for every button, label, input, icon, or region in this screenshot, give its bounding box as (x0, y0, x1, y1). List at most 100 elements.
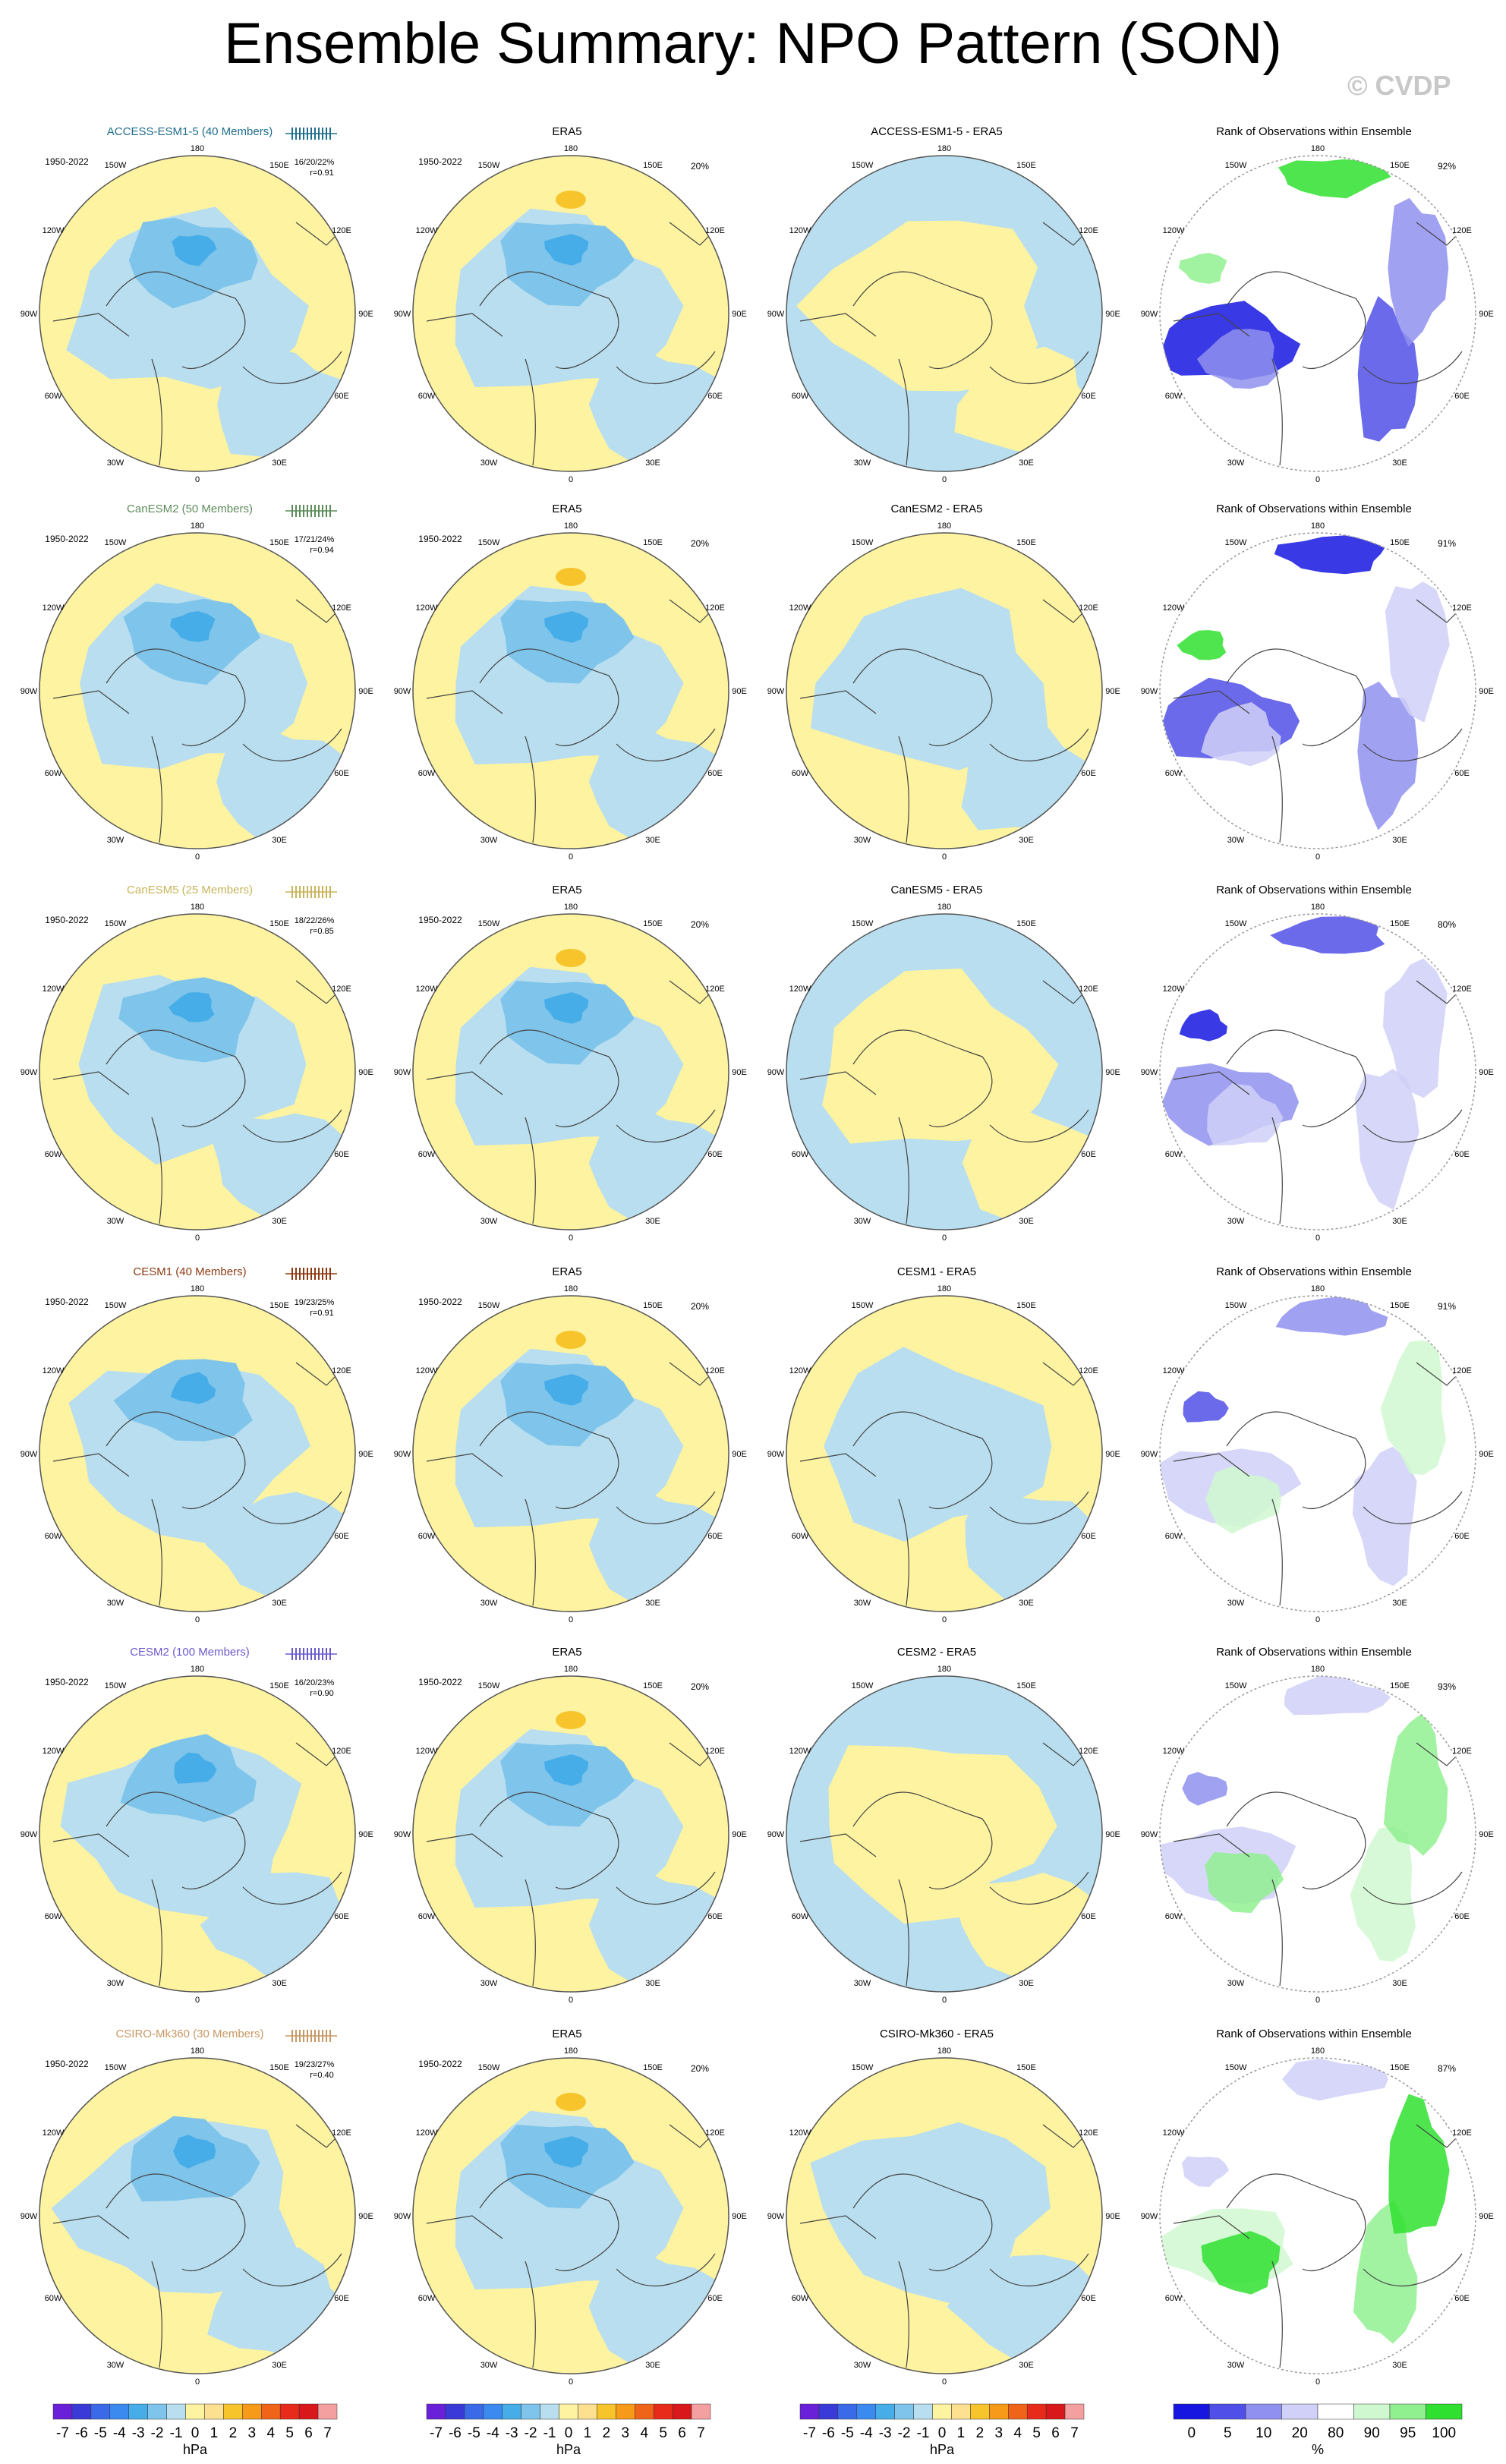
lon-label: 90E (1479, 1830, 1494, 1839)
anomaly-peak (544, 2136, 589, 2168)
obs-title: ERA5 (552, 503, 581, 515)
lon-label: 180 (191, 1284, 204, 1293)
period-label: 1950-2022 (418, 534, 462, 544)
lon-label: 90E (732, 1068, 747, 1077)
colorbar-tick-label: 5 (1032, 2425, 1041, 2441)
lon-label: 180 (191, 903, 204, 912)
lon-label: 30E (272, 1217, 287, 1226)
lon-label: 90W (1141, 687, 1158, 696)
lon-label: 90E (732, 1450, 747, 1459)
colorbar-swatch (204, 2403, 224, 2420)
lon-label: 60E (1454, 769, 1470, 778)
lon-label: 0 (942, 1615, 947, 1624)
map-boundary (1159, 2057, 1476, 2374)
colorbar-tick-label: 0 (565, 2425, 573, 2441)
map-field (1160, 1296, 1476, 1612)
coastline (799, 980, 1089, 1224)
colorbar-swatch (837, 2403, 858, 2420)
lon-label: 30E (1392, 836, 1407, 845)
period-label: 1950-2022 (418, 915, 462, 925)
lon-label: 120W (43, 985, 65, 994)
lon-label: 90E (1479, 1068, 1494, 1077)
lon-label: 120E (332, 226, 351, 235)
lon-label: 30E (1019, 1599, 1034, 1608)
colorbar-swatch (894, 2403, 914, 2420)
lon-label: 60W (1165, 1150, 1183, 1159)
lon-label: 60E (707, 1912, 723, 1921)
obs-pct-label: 20% (691, 1681, 709, 1692)
rank-panel: Rank of Observations within Ensemble 93% 1… (1141, 1646, 1494, 2005)
lon-label: 90W (394, 1450, 411, 1459)
coastline (799, 2124, 1089, 2368)
lon-label: 180 (564, 144, 578, 153)
lon-label: 150E (1016, 919, 1036, 928)
lon-label: 150E (1390, 1301, 1410, 1310)
obs-title: ERA5 (552, 2028, 581, 2040)
diff-title: CanESM5 - ERA5 (891, 884, 983, 896)
colorbar-tick-label: -5 (468, 2425, 480, 2441)
rank-cell-cluster (1380, 1340, 1446, 1476)
model-panel: CESM1 (40 Members) 1950-2022 19/23/25% r=0.… (20, 1265, 373, 1624)
colorbar-tick-label: 5 (1224, 2425, 1232, 2441)
model-panel: CSIRO-Mk360 (30 Members) 1950-2022 19/23/2… (20, 2028, 373, 2387)
lon-label: 30W (107, 2361, 124, 2370)
map-boundary (786, 913, 1103, 1230)
colorbar-swatch (818, 2403, 839, 2420)
diff-panel: CESM2 - ERA5 180 150E 120E 90E 60E 30E 0 30W 60W 9… (767, 1646, 1120, 2005)
lon-label: 120W (1163, 2128, 1185, 2138)
lon-label: 90E (732, 1830, 747, 1839)
lon-label: 150W (105, 1301, 127, 1310)
lon-label: 180 (937, 1665, 951, 1674)
colorbar-tick-label: 3 (248, 2425, 257, 2441)
colorbar-tick-label: 1 (957, 2425, 966, 2441)
colorbar-tick-label: -1 (917, 2425, 930, 2441)
row-cesm2: CESM2 (100 Members) 1950-2022 16/20/23% r=0… (20, 1646, 1494, 2005)
lon-label: 150W (478, 1301, 500, 1310)
lon-label: 150E (643, 1301, 663, 1310)
anomaly-peak (170, 611, 216, 642)
lon-label: 90E (358, 1450, 373, 1459)
colorbar-diff: -7 -6 -5 -4 -3 -2 -1 0 1 2 3 4 5 6 7 hPa (799, 2403, 1085, 2457)
period-label: 1950-2022 (45, 156, 89, 167)
lon-label: 150E (643, 919, 663, 928)
lon-label: 120W (43, 1747, 65, 1756)
anomaly-peak (544, 234, 589, 266)
rank-cell-cluster (1275, 1296, 1388, 1336)
lon-label: 60E (334, 1532, 349, 1541)
colorbar-tick-label: -6 (449, 2425, 462, 2441)
anomaly-region (965, 1495, 1102, 1604)
pattern-correlation-label: r=0.40 (310, 2071, 334, 2080)
coastline (799, 222, 1089, 466)
colorbar-swatch (653, 2403, 673, 2420)
lon-label: 90W (1141, 2212, 1158, 2221)
colorbar-swatch (1026, 2403, 1047, 2420)
map-boundary (39, 913, 356, 1230)
lon-label: 180 (937, 2047, 951, 2056)
colorbar-unit: hPa (183, 2442, 208, 2457)
lon-label: 90W (1141, 1830, 1158, 1839)
lon-label: 150W (105, 538, 127, 547)
lon-label: 150E (1390, 538, 1410, 547)
rank-title: Rank of Observations within Ensemble (1216, 1646, 1412, 1659)
colorbar-tick-label: 7 (323, 2425, 332, 2441)
lon-label: 180 (191, 521, 204, 531)
model-title: CanESM2 (50 Members) (127, 503, 253, 515)
map-boundary (1159, 532, 1476, 849)
period-label: 1950-2022 (45, 2059, 89, 2069)
colorbar-tick-label: -5 (841, 2425, 854, 2441)
colorbar-tick-label: 3 (995, 2425, 1003, 2441)
lon-label: 180 (191, 2047, 204, 2056)
lon-label: 60E (707, 769, 723, 778)
colorbar-swatch (578, 2403, 597, 2420)
lon-label: 30W (480, 2361, 498, 2370)
period-label: 1950-2022 (418, 1297, 462, 1307)
lon-label: 150E (1390, 919, 1410, 928)
coastline (52, 599, 342, 843)
lon-label: 60E (334, 1912, 349, 1921)
colorbar-unit: hPa (556, 2442, 581, 2457)
colorbar-tick-label: 4 (1013, 2425, 1022, 2441)
colorbar-tick-label: 95 (1400, 2425, 1416, 2441)
rank-cell-cluster (1385, 581, 1450, 723)
diff-panel: CanESM5 - ERA5 180 150E 120E 90E 60E 30E 0 30W 60… (767, 884, 1120, 1243)
